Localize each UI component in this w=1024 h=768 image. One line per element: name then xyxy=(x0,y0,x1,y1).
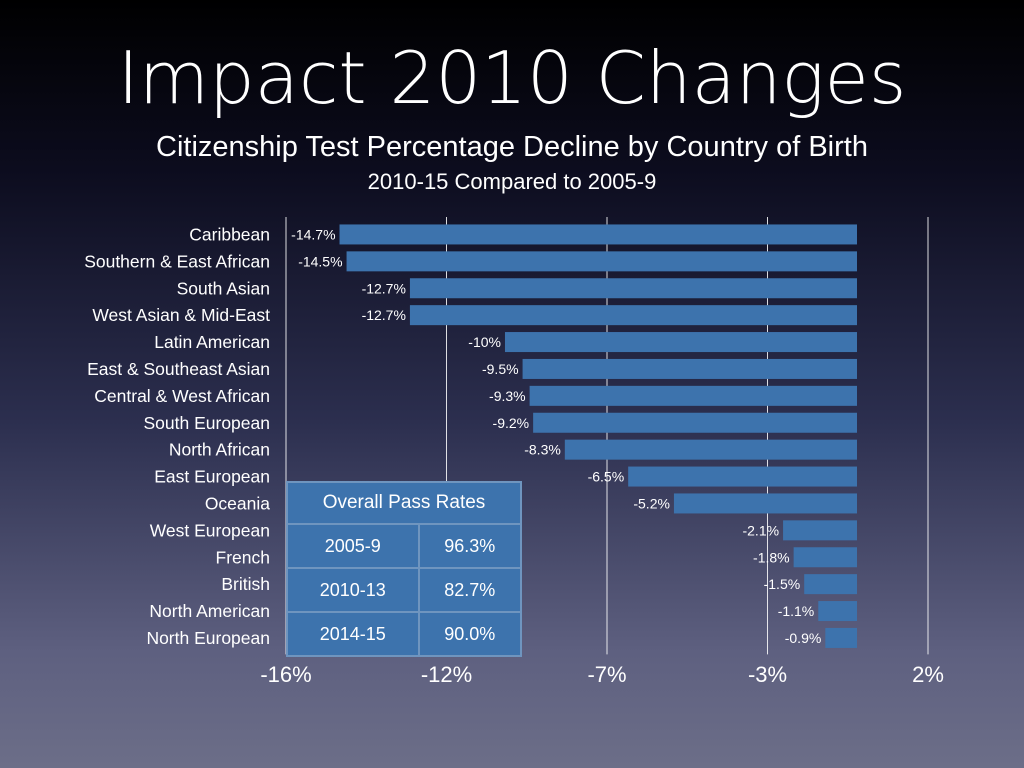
bar xyxy=(783,520,857,541)
data-label: -6.5% xyxy=(588,469,625,485)
category-label: West Asian & Mid-East xyxy=(92,305,270,325)
x-tick-label: -12% xyxy=(421,662,472,687)
pass-rates-table: Overall Pass Rates 2005-9 96.3% 2010-13 … xyxy=(286,481,522,657)
category-label: French xyxy=(216,547,270,567)
data-label: -8.3% xyxy=(524,442,561,458)
category-label: East & Southeast Asian xyxy=(87,359,270,379)
data-label: -14.7% xyxy=(291,226,335,242)
category-label: East European xyxy=(154,467,270,487)
category-label: North European xyxy=(146,628,270,648)
data-label: -1.1% xyxy=(778,603,815,619)
bar xyxy=(522,358,857,379)
table-row: 2010-13 82.7% xyxy=(286,567,522,613)
chart-subtitle: Citizenship Test Percentage Decline by C… xyxy=(156,131,868,163)
bar xyxy=(825,627,857,648)
category-label: Latin American xyxy=(154,332,270,352)
period-cell: 2005-9 xyxy=(286,523,420,569)
period-cell: 2014-15 xyxy=(286,611,420,657)
category-label: Caribbean xyxy=(189,224,270,244)
bar xyxy=(673,493,857,514)
bar xyxy=(409,305,857,326)
bar xyxy=(339,224,858,245)
data-label: -2.1% xyxy=(742,522,779,538)
category-label: Central & West African xyxy=(94,386,270,406)
data-label: -1.5% xyxy=(764,576,801,592)
bar xyxy=(346,251,857,272)
bar xyxy=(793,547,857,568)
rate-cell: 96.3% xyxy=(417,523,522,569)
x-tick-label: -7% xyxy=(587,662,626,687)
data-label: -10% xyxy=(468,334,501,350)
data-label: -9.3% xyxy=(489,388,526,404)
category-label: North American xyxy=(149,601,270,621)
category-label: South Asian xyxy=(177,278,270,298)
bar xyxy=(804,574,857,595)
rate-cell: 90.0% xyxy=(417,611,522,657)
category-label: North African xyxy=(169,440,270,460)
bar xyxy=(529,385,857,406)
table-row: 2005-9 96.3% xyxy=(286,523,522,569)
table-header-row: Overall Pass Rates xyxy=(286,481,522,525)
data-label: -9.5% xyxy=(482,361,519,377)
bar xyxy=(504,332,857,353)
bar xyxy=(564,439,857,460)
category-label: British xyxy=(221,574,270,594)
bar xyxy=(818,601,857,622)
x-tick-label: -3% xyxy=(748,662,787,687)
x-tick-label: -16% xyxy=(260,662,311,687)
data-label: -14.5% xyxy=(298,253,342,269)
data-label: -1.8% xyxy=(753,549,790,565)
data-label: -0.9% xyxy=(785,630,822,646)
bar xyxy=(409,278,857,299)
category-label: Oceania xyxy=(205,493,270,513)
table-header: Overall Pass Rates xyxy=(286,481,522,525)
data-label: -9.2% xyxy=(493,415,530,431)
rate-cell: 82.7% xyxy=(417,567,522,613)
slide-title: Impact 2010 Changes xyxy=(117,36,907,120)
chart-period-subtitle: 2010-15 Compared to 2005-9 xyxy=(367,169,657,194)
bar xyxy=(533,412,857,433)
data-label: -12.7% xyxy=(362,307,406,323)
bar xyxy=(628,466,857,487)
category-label: South European xyxy=(144,413,271,433)
data-label: -5.2% xyxy=(633,495,670,511)
category-label: West European xyxy=(150,520,270,540)
x-tick-label: 2% xyxy=(912,662,944,687)
table-row: 2014-15 90.0% xyxy=(286,611,522,657)
data-label: -12.7% xyxy=(362,280,406,296)
period-cell: 2010-13 xyxy=(286,567,420,613)
category-label: Southern & East African xyxy=(84,251,270,271)
